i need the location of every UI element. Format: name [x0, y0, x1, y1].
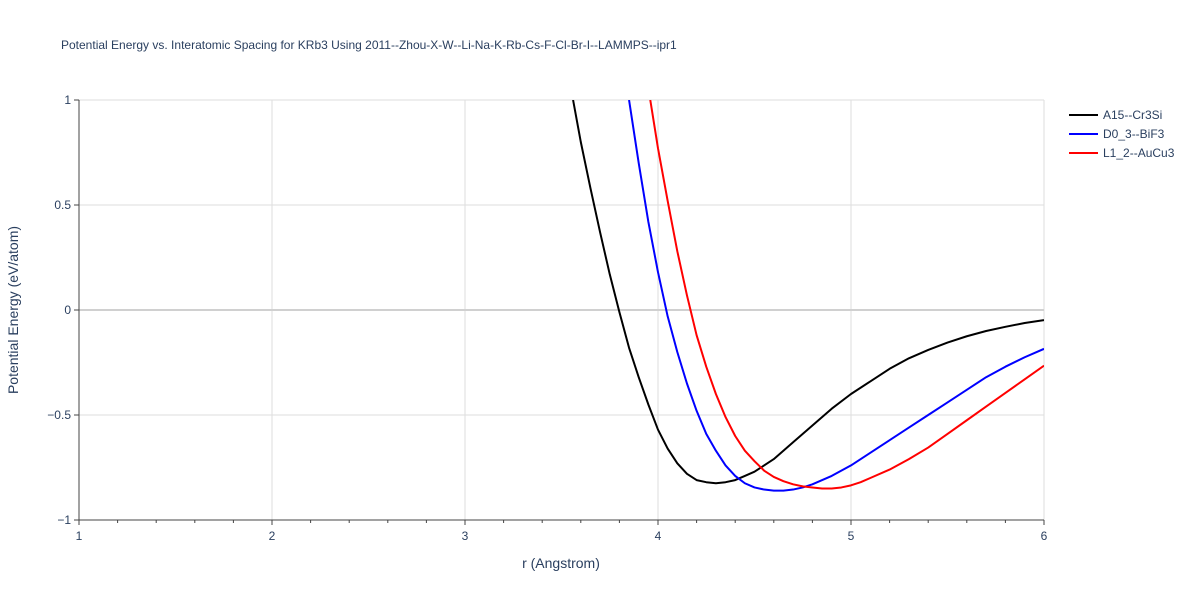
series-line	[649, 100, 1044, 490]
series-line	[628, 100, 1044, 492]
chart-title: Potential Energy vs. Interatomic Spacing…	[61, 38, 677, 52]
plot-area	[572, 100, 1044, 492]
ticks: 1 2 3 4 5 6 −1 −0.5 0 0.5 1	[47, 93, 1047, 543]
x-tick-label: 5	[848, 529, 855, 543]
x-tick-label: 1	[76, 529, 83, 543]
series-line	[572, 100, 1044, 485]
y-axis-title: Potential Energy (eV/atom)	[5, 226, 21, 394]
legend-label: D0_3--BiF3	[1103, 127, 1165, 141]
y-tick-label: 0.5	[54, 198, 71, 212]
y-tick-label: 1	[64, 93, 71, 107]
legend-label: A15--Cr3Si	[1103, 108, 1162, 122]
y-tick-label: 0	[64, 303, 71, 317]
x-tick-label: 4	[655, 529, 662, 543]
x-axis-title: r (Angstrom)	[522, 555, 600, 571]
legend: A15--Cr3Si D0_3--BiF3 L1_2--AuCu3	[1069, 108, 1175, 160]
y-tick-label: −0.5	[47, 408, 71, 422]
x-tick-label: 2	[269, 529, 276, 543]
y-tick-label: −1	[57, 513, 71, 527]
x-tick-label: 6	[1041, 529, 1048, 543]
grid	[79, 99, 1045, 520]
legend-label: L1_2--AuCu3	[1103, 146, 1175, 160]
x-tick-label: 3	[462, 529, 469, 543]
